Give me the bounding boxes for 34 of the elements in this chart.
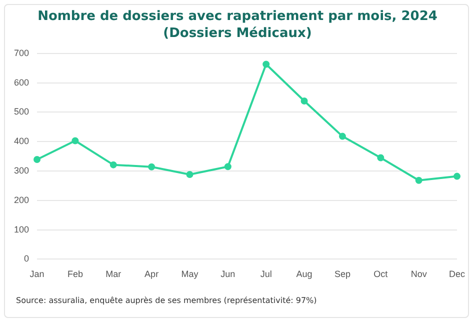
point — [148, 163, 156, 170]
point — [34, 156, 41, 164]
y-tick-label: 500 — [14, 106, 30, 117]
chart-title: Nombre de dossiers avec rapatriement par mois, 2024 (Dossiers Médicaux) — [36, 8, 438, 42]
point — [110, 161, 117, 168]
point — [224, 163, 232, 170]
x-tick-label: Apr — [144, 269, 159, 280]
x-tick-label: Jan — [30, 269, 44, 280]
x-tick-label: May — [181, 269, 199, 280]
y-tick-label: 400 — [14, 136, 30, 146]
point — [300, 98, 308, 105]
y-tick-label: 100 — [14, 224, 30, 234]
point — [454, 172, 460, 180]
x-tick-label: Sep — [334, 269, 350, 280]
y-tick-label: 0 — [24, 254, 30, 264]
point — [338, 132, 346, 140]
y-tick-label: 300 — [14, 165, 30, 176]
point — [186, 171, 194, 178]
y-tick-label: 600 — [14, 77, 30, 88]
x-tick-label: Feb — [67, 269, 83, 280]
source-note: Source: assuralia, enquête auprès de ses membres (représentativité: 97%) — [16, 296, 317, 305]
x-tick-label: Nov — [410, 269, 428, 280]
point — [262, 60, 270, 68]
point — [415, 176, 422, 184]
x-tick-label: Oct — [374, 269, 388, 280]
x-tick-label: Jun — [220, 269, 236, 280]
y-tick-label: 200 — [14, 194, 30, 205]
point — [377, 154, 384, 162]
point — [72, 137, 79, 144]
x-tick-label: Dec — [448, 269, 466, 280]
x-tick-label: Jul — [260, 269, 272, 280]
y-tick-label: 700 — [14, 48, 30, 58]
x-tick-label: Mar — [106, 269, 122, 280]
x-tick-label: Aug — [296, 269, 312, 280]
